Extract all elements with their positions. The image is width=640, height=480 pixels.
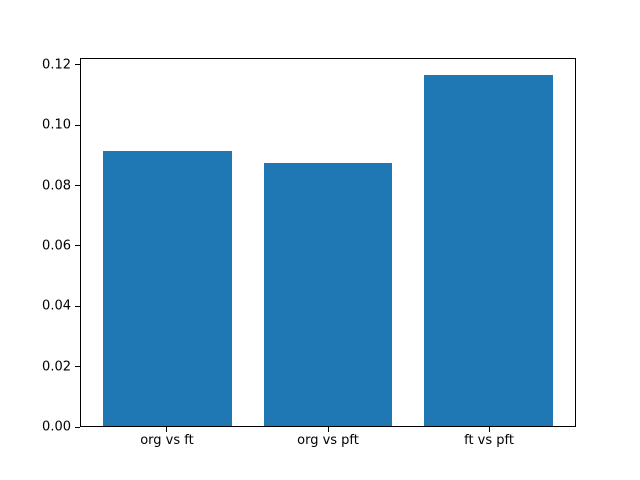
y-tick-mark [75,124,80,126]
y-tick-label: 0.00 [42,419,71,435]
y-tick-mark [75,366,80,368]
bar-org-vs-ft [103,150,232,426]
y-tick-mark [75,185,80,187]
y-tick-label: 0.08 [42,178,71,194]
y-tick-mark [75,64,80,66]
y-tick-mark [75,426,80,428]
y-tick-mark [75,305,80,307]
x-tick-label: ft vs pft [464,433,514,448]
x-tick-label: org vs pft [297,433,359,448]
bar-org-vs-pft [263,162,393,426]
y-tick-mark [75,245,80,247]
y-tick-label: 0.02 [42,359,71,375]
y-tick-label: 0.12 [42,57,71,73]
x-tick-mark [488,427,490,432]
plot-area [80,58,576,427]
x-tick-mark [166,427,168,432]
x-tick-mark [327,427,329,432]
y-tick-label: 0.10 [42,117,71,133]
y-tick-label: 0.04 [42,298,71,314]
bar-ft-vs-pft [424,74,553,426]
x-tick-label: org vs ft [140,433,194,448]
y-tick-label: 0.06 [42,238,71,254]
